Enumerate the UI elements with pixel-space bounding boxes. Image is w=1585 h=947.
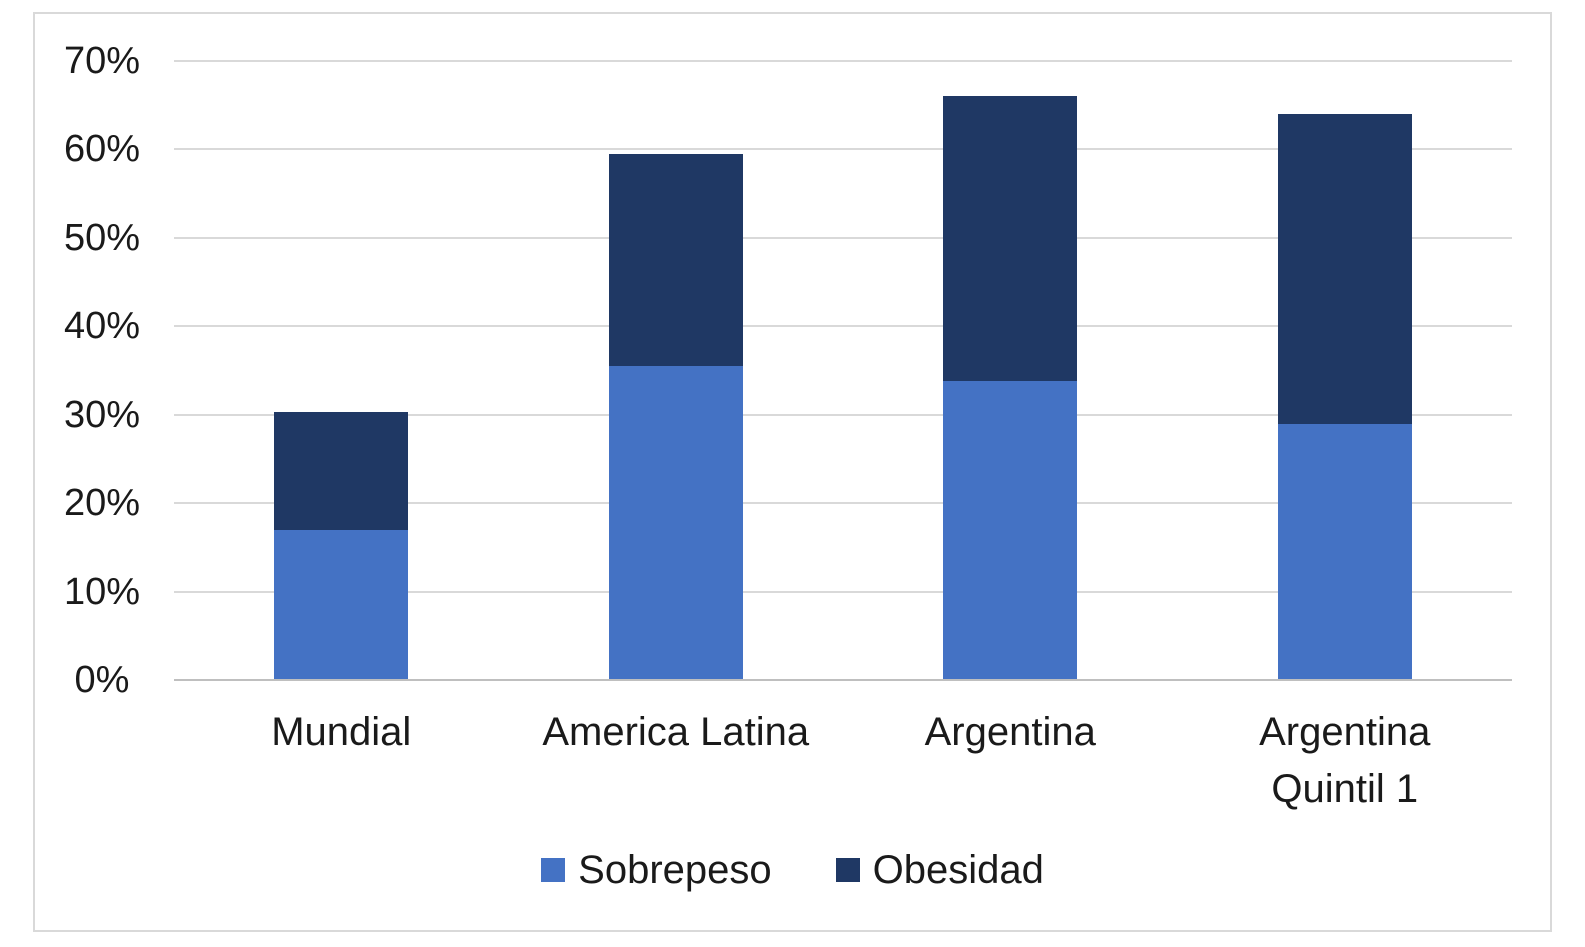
x-axis-label-line: Argentina <box>1259 710 1431 754</box>
y-axis-label-40pct: 40% <box>63 305 141 348</box>
legend-label-sobrepeso: Sobrepeso <box>578 848 772 892</box>
gridline-50 <box>174 236 1512 239</box>
bar-obesidad-argentina-quintil-1 <box>1277 114 1412 424</box>
gridline-20 <box>174 502 1512 505</box>
gridline-70 <box>174 60 1512 62</box>
y-axis-label-20pct: 20% <box>63 482 141 525</box>
legend-item-sobrepeso: Sobrepeso <box>541 848 772 892</box>
y-axis-label-70pct: 70% <box>63 40 141 82</box>
bar-obesidad-mundial <box>274 412 409 530</box>
y-axis-label-30pct: 30% <box>63 393 141 436</box>
bar-obesidad-argentina <box>943 96 1078 382</box>
x-axis-label-line: America Latina <box>542 710 810 754</box>
x-axis-label-line: Quintil 1 <box>1271 767 1419 811</box>
x-axis-line <box>174 679 1512 681</box>
bar-sobrepeso-argentina-quintil-1 <box>1277 423 1412 680</box>
gridline-40 <box>174 325 1512 328</box>
bar-sobrepeso-mundial <box>274 529 409 680</box>
gridline-60 <box>174 148 1512 151</box>
x-axis-label-argentina-quintil-1: Argentina Quintil 1 <box>1178 704 1513 818</box>
x-axis-label-line: Argentina <box>924 710 1096 754</box>
obesidad-swatch-icon <box>835 858 860 882</box>
bar-sobrepeso-argentina <box>943 381 1078 680</box>
y-axis-label-60pct: 60% <box>63 128 141 171</box>
plot-area <box>174 60 1512 681</box>
legend: Sobrepeso Obesidad <box>35 848 1550 892</box>
x-axis-label-argentina: Argentina <box>843 704 1178 761</box>
chart-frame: 0% 10% 20% 30% 40% 50% 60% 70% Mundial America L… <box>33 12 1552 932</box>
gridline-30 <box>174 413 1512 416</box>
y-axis-label-10pct: 10% <box>63 570 141 613</box>
y-axis-label-50pct: 50% <box>63 216 141 259</box>
bar-obesidad-america-latina <box>608 153 743 367</box>
x-axis-label-america-latina: America Latina <box>509 704 844 761</box>
legend-item-obesidad: Obesidad <box>835 848 1044 892</box>
legend-label-obesidad: Obesidad <box>872 848 1044 892</box>
x-axis-label-line: Mundial <box>271 710 412 754</box>
sobrepeso-swatch-icon <box>541 858 566 882</box>
x-axis-label-mundial: Mundial <box>174 704 509 761</box>
bar-sobrepeso-america-latina <box>608 366 743 680</box>
gridline-10 <box>174 590 1512 593</box>
y-axis-label-0pct: 0% <box>74 659 130 701</box>
